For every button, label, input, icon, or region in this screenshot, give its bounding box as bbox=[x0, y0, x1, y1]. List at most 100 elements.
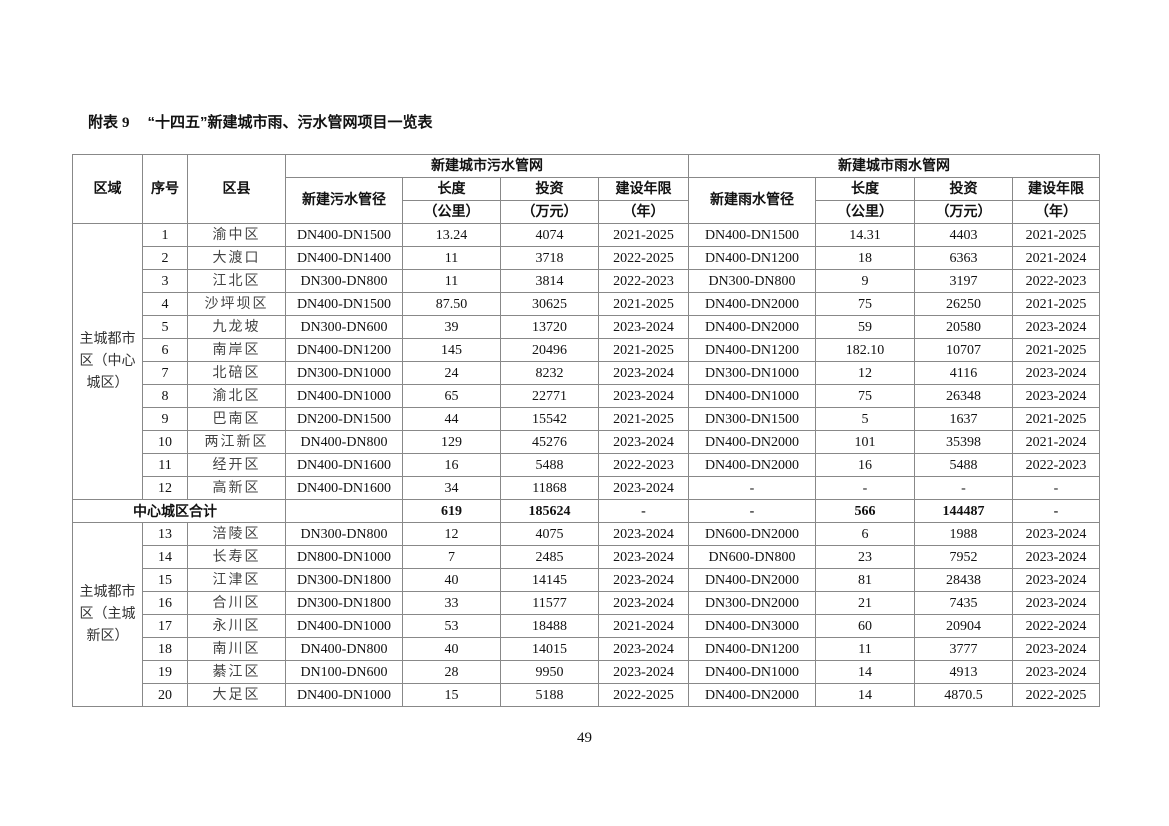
sewage-length-cell: 11 bbox=[402, 246, 501, 270]
district-cell: 九龙坡 bbox=[187, 315, 286, 339]
sewage-diameter-cell: DN300-DN1800 bbox=[285, 591, 403, 615]
sewage-length-cell: 11 bbox=[402, 269, 501, 293]
seq-cell: 18 bbox=[142, 637, 188, 661]
table-row: 9 巴南区 DN200-DN1500 44 15542 2021-2025 DN300-DN… bbox=[73, 407, 1100, 431]
header-seq: 序号 bbox=[142, 154, 188, 224]
rain-investment-cell: 4913 bbox=[914, 660, 1013, 684]
sewage-diameter-cell: DN300-DN1800 bbox=[285, 568, 403, 592]
sewage-period-cell: 2023-2024 bbox=[598, 637, 689, 661]
total-label: 中心城区合计 bbox=[72, 499, 286, 523]
seq-cell: 20 bbox=[142, 683, 188, 707]
total-value: 144487 bbox=[914, 499, 1013, 523]
sewage-period-cell: 2022-2025 bbox=[598, 246, 689, 270]
rain-investment-cell: 26250 bbox=[914, 292, 1013, 316]
table-row: 15 江津区 DN300-DN1800 40 14145 2023-2024 DN400-D… bbox=[73, 568, 1100, 592]
table-row: 18 南川区 DN400-DN800 40 14015 2023-2024 DN400-DN… bbox=[73, 637, 1100, 661]
table-body: 主城都市区（中心城区） 1 渝中区 DN400-DN1500 13.24 4074 2021… bbox=[72, 223, 1100, 707]
rain-diameter-cell: DN400-DN1200 bbox=[688, 338, 816, 362]
rain-investment-cell: 7952 bbox=[914, 545, 1013, 569]
district-cell: 北碚区 bbox=[187, 361, 286, 385]
rain-diameter-cell: DN300-DN800 bbox=[688, 269, 816, 293]
rain-length-cell: 21 bbox=[815, 591, 915, 615]
district-cell: 綦江区 bbox=[187, 660, 286, 684]
district-cell: 江北区 bbox=[187, 269, 286, 293]
table-row: 主城都市区（中心城区） 1 渝中区 DN400-DN1500 13.24 4074 2021… bbox=[72, 223, 1100, 500]
district-cell: 涪陵区 bbox=[187, 522, 286, 546]
seq-cell: 19 bbox=[142, 660, 188, 684]
table-row: 5 九龙坡 DN300-DN600 39 13720 2023-2024 DN400-DN2… bbox=[73, 315, 1100, 339]
table-row: 14 长寿区 DN800-DN1000 7 2485 2023-2024 DN600-DN8… bbox=[73, 545, 1100, 569]
sewage-length-cell: 15 bbox=[402, 683, 501, 707]
header-period: 建设年限 bbox=[598, 177, 689, 201]
sewage-length-cell: 12 bbox=[402, 522, 501, 546]
rain-length-cell: 75 bbox=[815, 384, 915, 408]
seq-cell: 9 bbox=[142, 407, 188, 431]
sewage-length-cell: 40 bbox=[402, 637, 501, 661]
rain-period-cell: 2023-2024 bbox=[1012, 568, 1100, 592]
sewage-period-cell: 2023-2024 bbox=[598, 315, 689, 339]
sewage-investment-cell: 3718 bbox=[500, 246, 599, 270]
rain-length-cell: 14.31 bbox=[815, 223, 915, 247]
rain-diameter-cell: DN400-DN2000 bbox=[688, 453, 816, 477]
district-cell: 渝中区 bbox=[187, 223, 286, 247]
rain-diameter-cell: DN400-DN1000 bbox=[688, 384, 816, 408]
pipe-network-table: 区域 序号 区县 新建城市污水管网 新建城市雨水管网 新建污水管径 长度 投资 … bbox=[72, 154, 1100, 707]
rain-length-cell: 59 bbox=[815, 315, 915, 339]
district-cell: 大渡口 bbox=[187, 246, 286, 270]
header-length: 长度 bbox=[815, 177, 915, 201]
sewage-length-cell: 13.24 bbox=[402, 223, 501, 247]
seq-cell: 7 bbox=[142, 361, 188, 385]
sewage-length-cell: 33 bbox=[402, 591, 501, 615]
sewage-diameter-cell: DN300-DN1000 bbox=[285, 361, 403, 385]
header-rain-diameter: 新建雨水管径 bbox=[688, 177, 816, 224]
sewage-investment-cell: 20496 bbox=[500, 338, 599, 362]
table-row: 11 经开区 DN400-DN1600 16 5488 2022-2023 DN400-DN… bbox=[73, 453, 1100, 477]
rain-period-cell: 2022-2023 bbox=[1012, 453, 1100, 477]
table-row: 12 高新区 DN400-DN1600 34 11868 2023-2024- - - - bbox=[73, 476, 1100, 500]
rain-length-cell: 23 bbox=[815, 545, 915, 569]
sewage-investment-cell: 14015 bbox=[500, 637, 599, 661]
sewage-investment-cell: 5488 bbox=[500, 453, 599, 477]
rain-investment-cell: 35398 bbox=[914, 430, 1013, 454]
rain-length-cell: 182.10 bbox=[815, 338, 915, 362]
rain-investment-cell: 4403 bbox=[914, 223, 1013, 247]
header-period-unit: （年） bbox=[1012, 200, 1100, 224]
rain-investment-cell: 20904 bbox=[914, 614, 1013, 638]
sewage-diameter-cell: DN800-DN1000 bbox=[285, 545, 403, 569]
district-cell: 经开区 bbox=[187, 453, 286, 477]
rain-investment-cell: 7435 bbox=[914, 591, 1013, 615]
sewage-diameter-cell: DN300-DN800 bbox=[285, 522, 403, 546]
rain-diameter-cell: DN300-DN2000 bbox=[688, 591, 816, 615]
seq-cell: 4 bbox=[142, 292, 188, 316]
sewage-length-cell: 40 bbox=[402, 568, 501, 592]
rain-period-cell: 2021-2024 bbox=[1012, 246, 1100, 270]
sewage-length-cell: 28 bbox=[402, 660, 501, 684]
table-row: 8 渝北区 DN400-DN1000 65 22771 2023-2024 DN400-DN… bbox=[73, 384, 1100, 408]
sewage-period-cell: 2023-2024 bbox=[598, 591, 689, 615]
total-value: 619 bbox=[402, 499, 501, 523]
sewage-period-cell: 2022-2023 bbox=[598, 453, 689, 477]
seq-cell: 15 bbox=[142, 568, 188, 592]
sewage-length-cell: 53 bbox=[402, 614, 501, 638]
seq-cell: 12 bbox=[142, 476, 188, 500]
sewage-diameter-cell: DN400-DN1500 bbox=[285, 292, 403, 316]
region-cell: 主城都市区（中心城区） bbox=[72, 223, 143, 500]
sewage-period-cell: 2023-2024 bbox=[598, 430, 689, 454]
table-row: 6 南岸区 DN400-DN1200 145 20496 2021-2025 DN400-D… bbox=[73, 338, 1100, 362]
total-value bbox=[285, 499, 403, 523]
rain-investment-cell: 26348 bbox=[914, 384, 1013, 408]
seq-cell: 10 bbox=[142, 430, 188, 454]
rain-investment-cell: 1988 bbox=[914, 522, 1013, 546]
rain-length-cell: 11 bbox=[815, 637, 915, 661]
sewage-length-cell: 145 bbox=[402, 338, 501, 362]
table-row: 3 江北区 DN300-DN800 11 3814 2022-2023 DN300-DN80… bbox=[73, 269, 1100, 293]
sewage-length-cell: 34 bbox=[402, 476, 501, 500]
rain-investment-cell: 1637 bbox=[914, 407, 1013, 431]
district-cell: 大足区 bbox=[187, 683, 286, 707]
rain-investment-cell: 3777 bbox=[914, 637, 1013, 661]
district-cell: 永川区 bbox=[187, 614, 286, 638]
rain-length-cell: 9 bbox=[815, 269, 915, 293]
rain-period-cell: - bbox=[1012, 476, 1100, 500]
header-investment: 投资 bbox=[500, 177, 599, 201]
table-row: 7 北碚区 DN300-DN1000 24 8232 2023-2024 DN300-DN1… bbox=[73, 361, 1100, 385]
